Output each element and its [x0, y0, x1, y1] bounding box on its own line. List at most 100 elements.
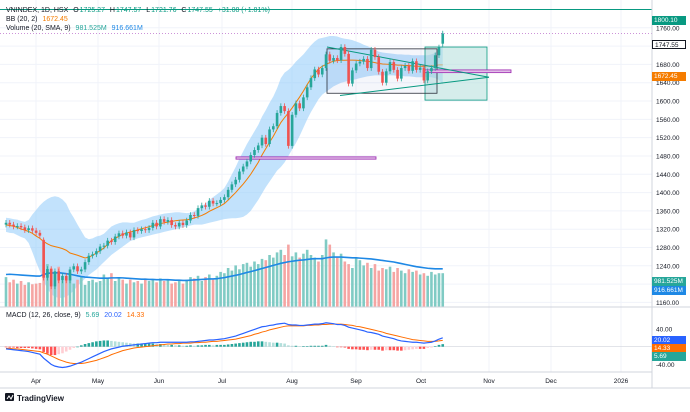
candle-body — [358, 61, 362, 64]
candle-body — [411, 61, 414, 71]
candle-body — [343, 47, 347, 54]
price-tick-label: 1360.00 — [656, 208, 680, 215]
macd-legend-hist: 5.69 — [85, 312, 100, 319]
candle-body — [125, 232, 128, 236]
candle-body — [354, 63, 358, 71]
volume-bar — [260, 258, 264, 307]
candle-body — [369, 49, 373, 69]
candle-body — [12, 224, 15, 227]
candle-body — [241, 166, 245, 172]
price-tick-label: 1680.00 — [656, 62, 680, 69]
symbol-legend[interactable]: VNINDEX, 1D, HSX O1725.27 H1747.57 L1721… — [6, 6, 273, 15]
candle-body — [219, 199, 222, 204]
macd-histogram-bar — [392, 346, 396, 351]
volume-bar — [64, 278, 68, 307]
macd-histogram-bar — [377, 346, 381, 350]
candle-body — [91, 254, 94, 256]
volume-bar — [170, 283, 173, 307]
volume-bar — [95, 282, 98, 307]
macd-histogram-bar — [147, 343, 151, 347]
ohlc-high: 1747.57 — [115, 7, 142, 14]
volume-bar — [343, 261, 347, 307]
volume-bar — [234, 265, 237, 307]
candle-body — [290, 114, 294, 146]
macd-histogram-bar — [12, 346, 15, 348]
candle-body — [381, 71, 384, 83]
volume-bar — [279, 249, 283, 307]
volume-legend-label[interactable]: Volume (20, SMA, 9) — [6, 25, 71, 32]
macd-histogram-bar — [46, 346, 49, 354]
volume-bar — [128, 279, 132, 307]
volume-bar — [166, 279, 170, 307]
candle-body — [351, 70, 354, 84]
candle-body — [373, 49, 377, 58]
candle-body — [403, 65, 407, 69]
price-tick-label: 1440.00 — [656, 172, 680, 179]
candle-body — [211, 200, 215, 204]
macd-histogram-bar — [245, 342, 249, 347]
volume-bar — [377, 270, 381, 307]
volume-bar — [249, 266, 253, 307]
volume-bar — [241, 264, 245, 307]
price-tick-label: 1560.00 — [656, 117, 680, 124]
macd-histogram-bar — [290, 345, 294, 347]
symbol-name[interactable]: VNINDEX, 1D, HSX — [6, 7, 69, 14]
candle-body — [19, 225, 23, 228]
tradingview-logo-text[interactable]: TradingView — [17, 394, 65, 403]
macd-histogram-bar — [125, 342, 128, 347]
volume-sma-line — [5, 256, 443, 282]
candle-body — [256, 145, 260, 151]
bb-legend-label[interactable]: BB (20, 2) — [6, 16, 38, 23]
candle-body — [128, 232, 132, 238]
macd-histogram-bar — [256, 341, 260, 347]
volume-bar — [110, 273, 113, 307]
macd-histogram-bar — [388, 346, 392, 351]
candle-body — [336, 58, 339, 61]
candle-body — [320, 68, 324, 75]
macd-value-tag: 20.02 — [652, 336, 686, 345]
candle-body — [302, 97, 305, 109]
candle-body — [72, 266, 76, 270]
volume-bar — [256, 264, 260, 307]
macd-histogram-bar — [354, 346, 358, 350]
volume-bar — [102, 274, 106, 307]
candle-body — [87, 255, 91, 263]
macd-histogram-bar — [249, 341, 253, 347]
volume-bar — [351, 268, 354, 307]
volume-bar — [396, 268, 399, 307]
macd-histogram-bar — [302, 346, 305, 347]
candle-body — [362, 58, 365, 62]
volume-bar — [68, 275, 72, 307]
volume-bar — [177, 281, 181, 307]
macd-histogram-bar — [61, 346, 64, 354]
candle-body — [166, 220, 170, 222]
macd-histogram-bar — [283, 343, 286, 347]
candle-body — [422, 67, 426, 81]
macd-histogram-bar — [185, 345, 189, 347]
volume-bar — [339, 253, 343, 307]
bb-legend[interactable]: BB (20, 2) 1672.45 — [6, 15, 71, 24]
macd-histogram-bar — [430, 346, 433, 348]
tradingview-logo-icon[interactable] — [5, 393, 14, 401]
volume-bar — [46, 264, 49, 307]
macd-histogram-bar — [208, 344, 211, 347]
macd-legend[interactable]: MACD (12, 26, close, 9) 5.69 20.02 14.33 — [6, 311, 147, 320]
candle-body — [95, 251, 98, 255]
macd-line — [5, 322, 443, 369]
volume-bar — [362, 265, 365, 307]
volume-bar — [384, 269, 388, 307]
volume-bar — [411, 271, 414, 307]
candle-body — [192, 215, 196, 217]
price-tick-label: 1600.00 — [656, 99, 680, 106]
volume-legend[interactable]: Volume (20, SMA, 9) 981.525M 916.661M — [6, 24, 146, 33]
price-tick-label: 1240.00 — [656, 263, 680, 270]
macd-histogram-bar — [320, 345, 324, 347]
volume-bar — [415, 270, 418, 307]
macd-histogram-bar — [140, 343, 143, 347]
candle-body — [64, 275, 68, 281]
candle-body — [46, 269, 49, 278]
volume-bar — [162, 281, 166, 307]
macd-legend-label[interactable]: MACD (12, 26, close, 9) — [6, 312, 81, 319]
macd-histogram-bar — [223, 344, 226, 347]
